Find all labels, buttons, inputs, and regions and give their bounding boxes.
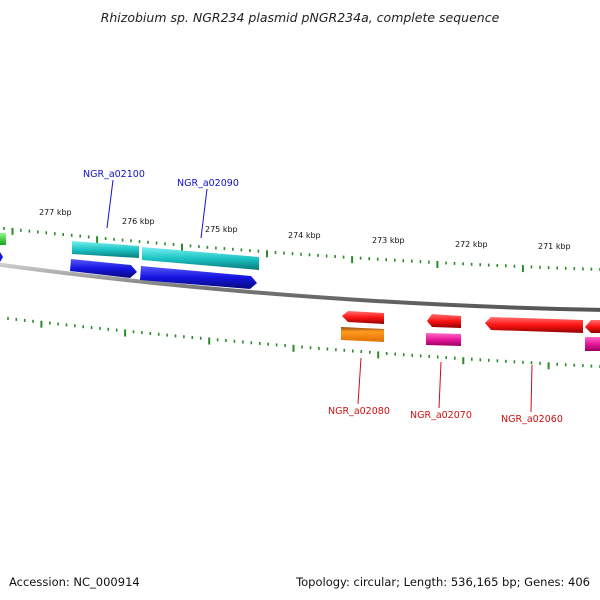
scale-label-272: 272 kbp [455,240,488,249]
scale-label-277: 277 kbp [39,208,72,217]
leader-line-ngr-a02100 [106,179,114,229]
leader-line-ngr-a02070 [438,361,442,409]
gene-feature-ngr-a02090[interactable] [142,247,259,270]
leader-line-ngr-a02090 [200,188,208,239]
partial-feature-blue [0,252,3,262]
scale-labels: 277 kbp 276 kbp 275 kbp 274 kbp 273 kbp … [39,208,571,251]
accession-text: Accession: NC_000914 [9,575,140,589]
gene-label-ngr-a02090[interactable]: NGR_a02090 [177,178,239,189]
cds-arrow-ngr-a02080[interactable] [342,311,384,324]
topology-text: Topology: circular; Length: 536,165 bp; … [296,575,590,589]
plasmid-backbone [0,262,600,312]
gene-feature-ngr-a02080[interactable] [341,327,384,342]
gene-label-ngr-a02100[interactable]: NGR_a02100 [83,169,145,180]
cds-arrow-ngr-a02090[interactable] [140,266,257,289]
scale-label-271: 271 kbp [538,242,571,251]
scale-label-276: 276 kbp [122,217,155,226]
scale-label-273: 273 kbp [372,236,405,245]
gene-feature-ngr-a02070[interactable] [426,333,461,346]
gene-label-ngr-a02080[interactable]: NGR_a02080 [328,406,390,417]
cds-arrow-partial-right[interactable] [585,320,600,333]
scale-label-275: 275 kbp [205,225,238,234]
cds-arrow-ngr-a02060[interactable] [485,317,583,333]
leader-line-ngr-a02060 [530,364,533,413]
map-title: Rhizobium sp. NGR234 plasmid pNGR234a, c… [100,10,500,25]
partial-feature-green [0,233,6,245]
gene-label-ngr-a02060[interactable]: NGR_a02060 [501,414,563,425]
cds-arrow-ngr-a02100[interactable] [70,259,137,278]
leader-line-ngr-a02080 [357,357,362,405]
gene-feature-ngr-a02100[interactable] [72,241,139,258]
gene-label-ngr-a02070[interactable]: NGR_a02070 [410,410,472,421]
scale-label-274: 274 kbp [288,231,321,240]
outer-scale-ticks [3,227,600,273]
cds-arrow-ngr-a02070[interactable] [427,314,461,328]
gene-feature-partial-right[interactable] [585,337,600,351]
inner-scale-ticks [7,317,600,370]
